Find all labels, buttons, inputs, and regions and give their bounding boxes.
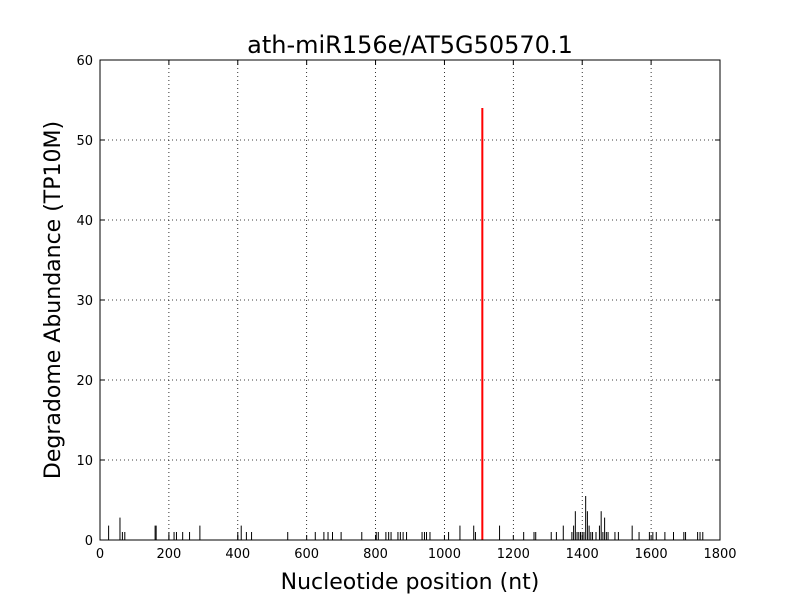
x-tick-label: 1200 [497, 547, 530, 562]
y-tick-label: 20 [76, 374, 93, 389]
x-axis-title: Nucleotide position (nt) [281, 570, 540, 595]
y-tick-label: 0 [85, 534, 93, 549]
y-tick-label: 60 [76, 54, 93, 69]
y-tick-label: 40 [76, 214, 93, 229]
x-tick-label: 0 [96, 547, 104, 562]
x-tick-label: 800 [363, 547, 388, 562]
plot-frame [99, 59, 721, 541]
x-tick-label: 1800 [703, 547, 736, 562]
x-tick-label: 400 [225, 547, 250, 562]
y-axis-title: Degradome Abundance (TP10M) [41, 121, 66, 479]
x-tick-label: 600 [294, 547, 319, 562]
y-tick-label: 50 [76, 134, 93, 149]
x-tick-label: 1600 [635, 547, 668, 562]
chart-title: ath-miR156e/AT5G50570.1 [247, 31, 573, 59]
x-tick-label: 1000 [428, 547, 461, 562]
x-tick-label: 200 [156, 547, 181, 562]
y-tick-label: 30 [76, 294, 93, 309]
y-tick-label: 10 [76, 454, 93, 469]
bars [108, 108, 704, 540]
tick-labels: 0 200 400 600 800 1000 1200 1400 1600 1800 0 10 20 30… [76, 54, 736, 562]
grid-lines [100, 60, 720, 540]
x-tick-label: 1400 [566, 547, 599, 562]
